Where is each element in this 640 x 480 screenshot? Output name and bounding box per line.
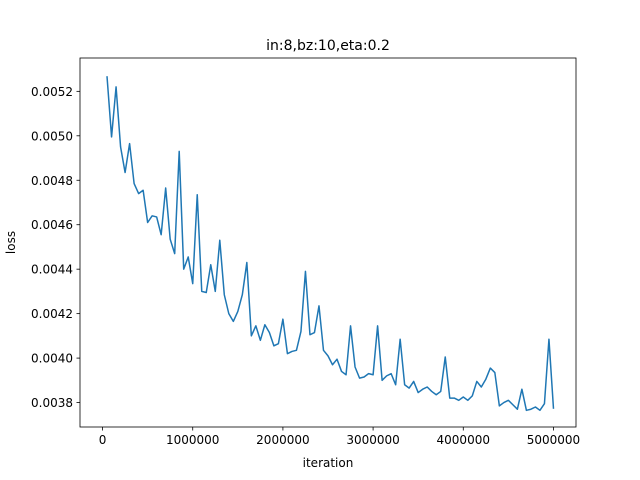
y-axis-ticks: 0.0038 0.0040 0.0042 0.0044 0.0046 0.0048 0.00… <box>31 85 80 410</box>
x-tick-label: 2000000 <box>256 433 309 447</box>
y-tick-label: 0.0044 <box>31 263 73 277</box>
x-tick-label: 3000000 <box>346 433 399 447</box>
axes-frame <box>79 57 577 428</box>
y-tick-label: 0.0046 <box>31 218 73 232</box>
series-layer <box>106 76 555 412</box>
y-tick-label: 0.0042 <box>31 307 73 321</box>
y-tick-label: 0.0040 <box>31 352 73 366</box>
x-tick-label: 4000000 <box>437 433 490 447</box>
y-tick-label: 0.0048 <box>31 174 73 188</box>
chart-title: in:8,bz:10,eta:0.2 <box>266 38 390 54</box>
y-tick-label: 0.0050 <box>31 129 73 143</box>
x-tick-label: 1000000 <box>166 433 219 447</box>
x-axis-ticks: 0 1000000 2000000 3000000 4000000 5000000 <box>99 427 580 447</box>
x-tick-label: 0 <box>99 433 107 447</box>
x-tick-label: 5000000 <box>527 433 580 447</box>
y-axis-label: loss <box>4 231 18 254</box>
axes-spines <box>79 57 577 428</box>
x-axis-label: iteration <box>303 456 354 470</box>
y-tick-label: 0.0052 <box>31 85 73 99</box>
plot-area <box>80 58 576 427</box>
series-line-0 <box>106 76 555 412</box>
y-tick-label: 0.0038 <box>31 396 73 410</box>
